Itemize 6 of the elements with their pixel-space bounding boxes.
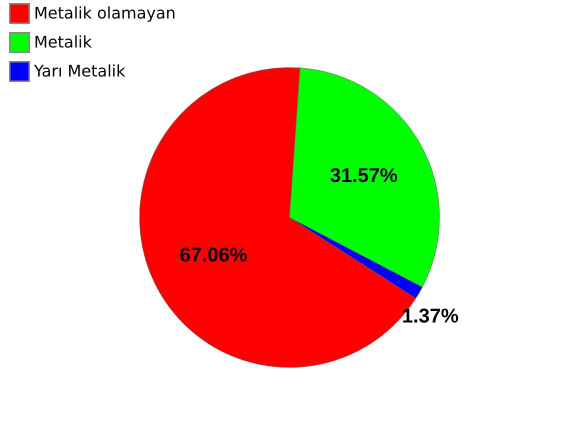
data-label: 67.06%	[180, 244, 248, 267]
legend-label: Yarı Metalik	[33, 62, 126, 80]
legend-label: Metalik	[34, 32, 93, 52]
legend-label: Metalik olamayan	[34, 4, 176, 22]
data-label: 31.57%	[330, 165, 398, 188]
data-label: 1.37%	[402, 305, 459, 328]
